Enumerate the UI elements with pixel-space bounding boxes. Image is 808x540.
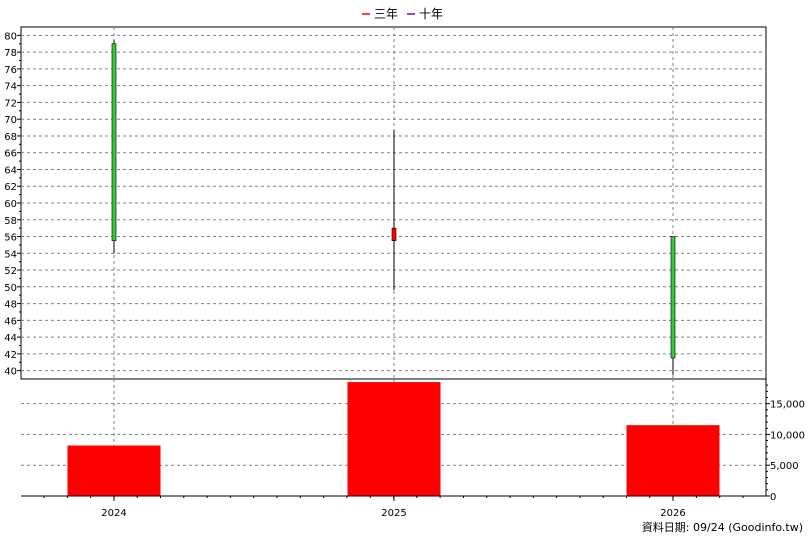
x-axis: 2024 2025 2026 xyxy=(43,496,744,519)
price-tick-label: 76 xyxy=(4,65,17,76)
volume-bar xyxy=(347,382,441,496)
volume-bar xyxy=(67,445,161,496)
price-tick-label: 68 xyxy=(4,132,17,143)
price-tick-label: 64 xyxy=(4,165,17,176)
legend-label: 三年 xyxy=(374,7,398,21)
volume-bars xyxy=(67,382,720,496)
candle-body xyxy=(391,227,397,242)
legend-label: 十年 xyxy=(419,7,443,21)
legend: 三年 十年 xyxy=(362,7,443,21)
price-tick-label: 52 xyxy=(4,266,17,277)
price-y-axis: 40 42 44 46 48 50 52 54 56 58 60 62 64 66 68 70 72 74 76 78… xyxy=(4,31,21,378)
price-tick-label: 70 xyxy=(4,115,17,126)
price-tick-label: 80 xyxy=(4,31,17,42)
x-tick-label: 2025 xyxy=(381,508,406,519)
price-tick-label: 62 xyxy=(4,182,17,193)
volume-tick-label: 0 xyxy=(770,492,776,503)
price-tick-label: 40 xyxy=(4,367,17,378)
candles xyxy=(111,39,676,375)
price-tick-label: 74 xyxy=(4,82,17,93)
price-tick-label: 58 xyxy=(4,216,17,227)
price-tick-label: 54 xyxy=(4,249,17,260)
candle-body xyxy=(111,43,117,242)
volume-tick-label: 10,000 xyxy=(770,430,805,441)
volume-tick-label: 5,000 xyxy=(770,461,799,472)
price-tick-label: 48 xyxy=(4,300,17,311)
x-tick-label: 2026 xyxy=(660,508,685,519)
candle-body xyxy=(670,236,676,359)
price-tick-label: 60 xyxy=(4,199,17,210)
x-tick-label: 2024 xyxy=(101,508,126,519)
price-tick-label: 56 xyxy=(4,233,17,244)
volume-bar xyxy=(626,425,720,496)
volume-tick-label: 15,000 xyxy=(770,400,805,411)
price-tick-label: 72 xyxy=(4,98,17,109)
price-tick-label: 66 xyxy=(4,149,17,160)
price-tick-label: 50 xyxy=(4,283,17,294)
footer-text: 資料日期: 09/24 (Goodinfo.tw) xyxy=(642,520,803,534)
price-tick-label: 44 xyxy=(4,333,17,344)
price-tick-label: 46 xyxy=(4,316,17,327)
price-tick-label: 42 xyxy=(4,350,17,361)
price-tick-label: 78 xyxy=(4,48,17,59)
